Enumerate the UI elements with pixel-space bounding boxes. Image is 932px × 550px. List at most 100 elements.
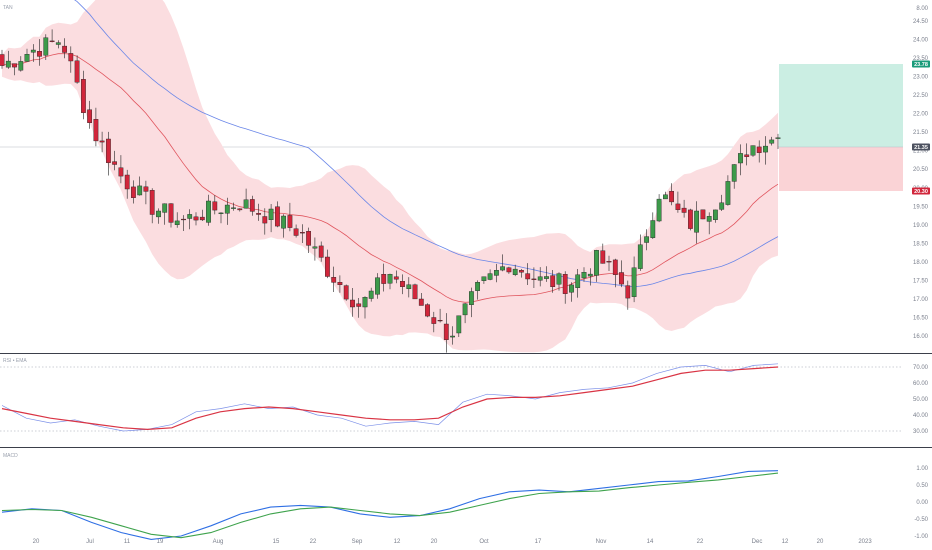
- candle-body: [656, 198, 662, 222]
- price-axis[interactable]: 8.00 24.50 24.00 23.50 23.00 22.50 22.00 21.50 2…: [913, 6, 929, 550]
- time-tick-label: Dec: [752, 539, 763, 545]
- rsi-tick-label: 50.00: [913, 397, 929, 403]
- price-tick-label: 24.50: [913, 19, 929, 25]
- macd-tick-label: -0.50: [914, 517, 928, 523]
- candle-body: [681, 207, 687, 213]
- time-tick-label: 15: [273, 539, 280, 545]
- time-axis[interactable]: 20 Jul 11 19 Aug 15 22 Sep 12 20 Oct 17 Nov 14 22 Dec 12…: [33, 539, 873, 545]
- price-tick-label: 18.00: [913, 260, 929, 266]
- macd-pane[interactable]: [0, 449, 903, 531]
- candle-body: [487, 273, 493, 280]
- macd-tick-label: 0.50: [916, 483, 928, 489]
- price-tick-label: 17.50: [913, 278, 929, 284]
- candle-body: [87, 109, 93, 123]
- target-zone[interactable]: [779, 64, 903, 147]
- price-tick-label: 8.00: [916, 6, 928, 12]
- time-tick-label: 22: [310, 539, 317, 545]
- price-tick-label: 21.00: [913, 149, 929, 155]
- price-tick-label: 19.50: [913, 204, 929, 210]
- candle-body: [224, 204, 230, 214]
- candle-body: [644, 236, 650, 243]
- candle-body: [443, 323, 449, 341]
- candle-body: [256, 213, 261, 215]
- candle-body: [606, 261, 612, 263]
- candle-body: [37, 51, 42, 57]
- time-tick-label: 20: [431, 539, 438, 545]
- macd-tick-label: 0.00: [916, 500, 928, 506]
- candle-body: [600, 250, 606, 264]
- candle-body: [431, 317, 437, 324]
- candle-body: [544, 276, 549, 279]
- candle-body: [318, 245, 324, 258]
- stop-zone[interactable]: [779, 147, 903, 191]
- candle-body: [700, 209, 706, 220]
- candle-body: [275, 206, 280, 227]
- last-price-badge: [912, 143, 930, 151]
- candle-body: [300, 232, 305, 234]
- candle-body: [437, 320, 443, 322]
- candle-body: [694, 210, 700, 233]
- rsi-tick-label: 60.00: [913, 381, 929, 387]
- candle-body: [763, 145, 768, 153]
- candle-body: [719, 202, 725, 210]
- candle-body: [569, 284, 574, 293]
- candle-body: [375, 277, 380, 295]
- price-tick-label: 22.50: [913, 93, 929, 99]
- rsi-ema-line: [1, 366, 779, 431]
- candle-body: [93, 119, 99, 142]
- candle-body: [325, 256, 330, 277]
- candle-body: [418, 298, 424, 306]
- candle-body: [343, 285, 349, 300]
- candle-body: [400, 281, 405, 287]
- time-tick-label: 12: [394, 539, 401, 545]
- price-tick-label: 24.00: [913, 38, 929, 44]
- price-tick-label: 17.00: [913, 297, 929, 303]
- macd-tick-label: -1.00: [914, 534, 928, 540]
- candle-body: [243, 199, 249, 209]
- candle-body: [80, 79, 86, 113]
- candle-body: [49, 40, 55, 42]
- candle-body: [24, 54, 30, 62]
- candle-body: [43, 37, 49, 56]
- price-tick-label: 16.00: [913, 334, 929, 340]
- candle-body: [381, 274, 387, 284]
- stop-price-badge: [912, 187, 930, 195]
- target-price-label: 23.78: [914, 62, 928, 68]
- candle-body: [306, 230, 311, 246]
- bollinger-bands: [2, 0, 778, 353]
- macd-lines: [1, 470, 779, 540]
- candle-body: [494, 270, 499, 276]
- time-tick-label: 12: [782, 539, 789, 545]
- candle-body: [124, 174, 130, 190]
- candle-body: [456, 315, 462, 334]
- time-tick-label: 14: [647, 539, 654, 545]
- candle-body: [406, 284, 412, 289]
- macd-pane-label: MACD: [3, 453, 18, 459]
- candle-body: [481, 276, 487, 281]
- rsi-tick-label: 70.00: [913, 365, 929, 371]
- candle-body: [193, 216, 199, 221]
- time-tick-label: Oct: [479, 539, 489, 545]
- time-tick-label: Sep: [352, 539, 363, 545]
- rsi-tick-label: 30.00: [913, 429, 929, 435]
- candle-body: [750, 145, 756, 156]
- candlesticks[interactable]: [0, 29, 781, 353]
- candle-body: [587, 273, 593, 277]
- price-tick-label: 23.50: [913, 56, 929, 62]
- candle-body: [675, 203, 681, 210]
- candle-body: [469, 291, 474, 306]
- rsi-lines: [0, 363, 903, 432]
- price-tick-label: 23.00: [913, 75, 929, 81]
- candle-body: [249, 199, 255, 212]
- candle-body: [619, 272, 624, 285]
- time-tick-label: 22: [697, 539, 704, 545]
- candle-body: [519, 270, 524, 273]
- rsi-line: [1, 363, 779, 432]
- macd-signal-line: [1, 472, 779, 539]
- last-price-label: 21.35: [914, 145, 928, 151]
- candle-body: [218, 212, 224, 214]
- time-tick-label: 17: [535, 539, 542, 545]
- rsi-pane[interactable]: [0, 355, 903, 447]
- candle-body: [137, 185, 143, 196]
